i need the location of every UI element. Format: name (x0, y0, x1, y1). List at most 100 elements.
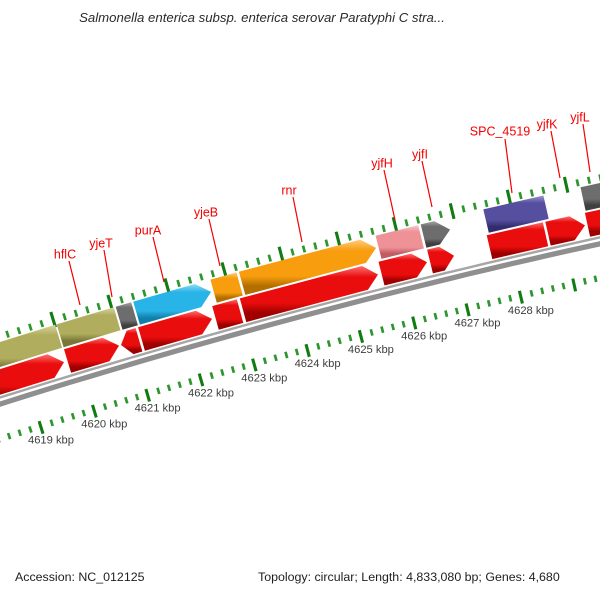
ruler-minor-tick (85, 306, 90, 314)
gene-label-yjfI[interactable]: yjfI (412, 148, 428, 162)
ruler-minor-tick (28, 425, 33, 434)
cds-arrow[interactable] (378, 253, 428, 286)
ruler-major-tick (562, 176, 570, 193)
gene-label-purA[interactable]: purA (135, 224, 162, 238)
cds-arrow[interactable] (545, 216, 585, 246)
gene-label-yjfH[interactable]: yjfH (371, 157, 393, 171)
ruler-minor-tick (70, 412, 76, 420)
gene-label-rnr[interactable]: rnr (281, 184, 296, 198)
ruler-minor-tick (324, 239, 329, 247)
ruler-minor-tick (348, 334, 353, 342)
gene-label-SPC_4519[interactable]: SPC_4519 (470, 125, 531, 139)
ruler-major-tick (91, 404, 98, 418)
ruler-minor-tick (241, 363, 246, 371)
ruler-major-tick (357, 329, 365, 344)
ruler-major-tick (464, 303, 471, 317)
gene-arrow-hflC[interactable] (56, 307, 121, 348)
ruler-minor-tick (422, 315, 428, 323)
ruler-minor-tick (199, 273, 204, 281)
ruler-minor-tick (454, 307, 460, 315)
gene-label-line (582, 123, 591, 173)
gene-label-line (383, 169, 396, 221)
cds-arrow[interactable] (138, 310, 212, 351)
ruler-minor-tick (294, 348, 300, 356)
ruler-minor-tick (62, 312, 67, 321)
ruler-minor-tick (156, 387, 161, 395)
ruler-minor-tick (541, 186, 546, 195)
ruler-minor-tick (316, 342, 321, 350)
ruler-minor-tick (130, 292, 136, 301)
ruler-minor-tick (427, 213, 432, 221)
ruler-major-tick (163, 277, 171, 295)
gene-label-line (152, 236, 165, 283)
status-accession: Accession: NC_012125 (15, 570, 145, 584)
ruler-minor-tick (244, 260, 250, 269)
ruler-minor-tick (593, 275, 598, 283)
gene-arrow-purA[interactable] (133, 284, 212, 325)
cds-arrow[interactable] (239, 266, 378, 323)
gene-label-line (421, 160, 433, 208)
gene-label-yjeB[interactable]: yjeB (194, 206, 218, 220)
ruler-minor-tick (326, 340, 332, 348)
ruler-minor-tick (177, 381, 182, 389)
outer-tick-ring (5, 174, 600, 338)
cds-arrow[interactable] (64, 337, 119, 373)
gene-label-line (208, 218, 221, 267)
gene-arrow-yjeT[interactable] (115, 302, 138, 330)
ruler-minor-tick (256, 257, 261, 265)
ruler-minor-tick (60, 416, 65, 424)
gene-arrow-yjfI[interactable] (420, 221, 451, 248)
ruler-minor-tick (39, 319, 45, 328)
cds-arrow[interactable] (121, 328, 143, 355)
ruler-minor-tick (495, 197, 500, 205)
cds-ring (0, 202, 600, 403)
ruler-minor-tick (273, 354, 278, 362)
ruler-label: 4625 kbp (348, 344, 394, 356)
ruler-label: 4619 kbp (28, 435, 74, 447)
ruler-minor-tick (461, 205, 466, 213)
ruler-minor-tick (187, 276, 193, 284)
gene-label-yjfL[interactable]: yjfL (570, 111, 590, 125)
ruler-minor-tick (81, 409, 86, 417)
ruler-minor-tick (73, 309, 79, 318)
gene-label-hflC[interactable]: hflC (54, 248, 76, 262)
cds-arrow[interactable] (0, 354, 64, 403)
ruler-label: 4620 kbp (81, 419, 127, 431)
ruler-label: 4628 kbp (508, 305, 554, 317)
ruler-label: 4627 kbp (454, 317, 500, 329)
cds-arrow[interactable] (427, 246, 454, 274)
ruler-minor-tick (113, 399, 118, 407)
ruler-minor-tick (582, 277, 587, 285)
gene-arrow-yjfH[interactable] (375, 225, 424, 259)
cds-arrow[interactable] (584, 202, 600, 237)
ruler-major-tick (505, 189, 513, 206)
ruler-minor-tick (16, 326, 22, 335)
ruler-minor-tick (552, 184, 557, 192)
cds-arrow[interactable] (212, 299, 244, 330)
ruler-minor-tick (586, 176, 592, 184)
ruler-label: 4626 kbp (401, 331, 447, 343)
ruler-minor-tick (529, 189, 535, 197)
gene-arrow-yjeB[interactable] (210, 272, 243, 303)
ruler-minor-tick (301, 245, 307, 253)
ruler-minor-tick (124, 396, 129, 404)
ruler-minor-tick (166, 384, 172, 392)
gene-label-yjeT[interactable]: yjeT (89, 237, 113, 251)
ruler-minor-tick (529, 289, 534, 297)
gene-label-line (504, 138, 513, 194)
gene-arrow-SPC_4519[interactable] (483, 195, 549, 233)
genome-backbone (0, 236, 600, 407)
gene-arrow-rnr[interactable] (238, 239, 377, 295)
gene-arrow-yjfL[interactable] (580, 176, 600, 211)
cds-arrow[interactable] (486, 222, 549, 260)
ruler-minor-tick (486, 299, 492, 307)
ruler-major-tick (334, 231, 342, 248)
ruler-label: 4624 kbp (295, 358, 341, 370)
gene-arrow[interactable] (0, 324, 63, 375)
gene-label-yjfK[interactable]: yjfK (537, 118, 559, 132)
ruler-minor-tick (438, 210, 443, 219)
gene-ring (0, 176, 600, 375)
ruler-major-tick (144, 388, 151, 402)
ruler-minor-tick (347, 233, 352, 241)
